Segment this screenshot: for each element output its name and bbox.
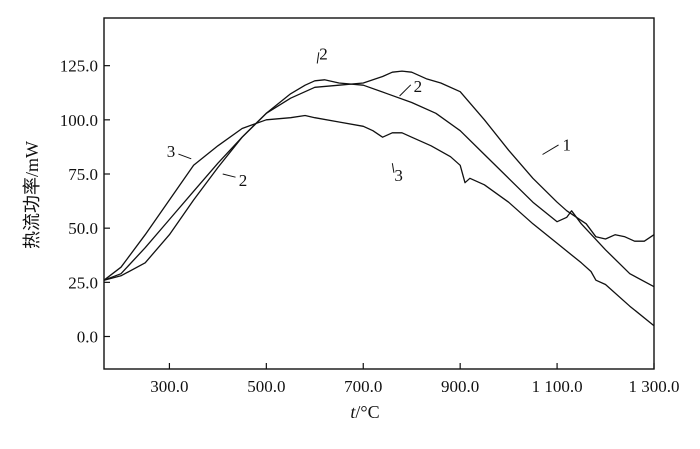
series-2-line	[103, 79, 655, 288]
curve-label-leader	[178, 153, 192, 160]
curve-label: 2	[239, 171, 248, 190]
series-group	[103, 70, 655, 327]
y-axis-ticks: 0.0 25.0 50.0 75.0 100.0 125.0	[60, 57, 110, 347]
y-axis-title: 热流功率/mW	[22, 141, 42, 249]
curve-label: 2	[319, 45, 328, 64]
x-tick-label: 1 100.0	[532, 377, 583, 396]
x-tick-label: 900.0	[441, 377, 479, 396]
series-3-line	[103, 114, 655, 327]
curve-label-leader	[222, 173, 236, 178]
x-tick-label: 1 300.0	[629, 377, 680, 396]
plot-frame	[103, 17, 655, 370]
x-axis-variable: t	[350, 402, 356, 422]
curve-label-leader	[399, 84, 412, 97]
curve-label-leader	[391, 163, 395, 173]
curve-label-leader	[542, 144, 559, 155]
curve-label: 3	[167, 142, 176, 161]
y-tick-label: 125.0	[60, 57, 98, 76]
curve-label: 2	[414, 77, 423, 96]
y-tick-label: 0.0	[77, 328, 98, 347]
x-tick-label: 500.0	[247, 377, 285, 396]
series-1-line	[103, 70, 655, 281]
y-tick-label: 75.0	[68, 165, 98, 184]
y-tick-label: 50.0	[68, 219, 98, 238]
curve-labels: 1 2 2 2 3 3	[167, 45, 571, 191]
y-tick-label: 25.0	[68, 273, 98, 292]
x-tick-label: 700.0	[344, 377, 382, 396]
x-axis-ticks: 300.0 500.0 700.0 900.0 1 100.0 1 300.0	[150, 363, 680, 396]
y-tick-label: 100.0	[60, 111, 98, 130]
x-axis-title: t/°C	[350, 402, 379, 422]
curve-label: 1	[563, 136, 572, 155]
x-tick-label: 300.0	[150, 377, 188, 396]
curve-label: 3	[394, 166, 403, 185]
x-axis-unit: /°C	[355, 402, 379, 422]
curve-label-leader	[316, 52, 320, 64]
